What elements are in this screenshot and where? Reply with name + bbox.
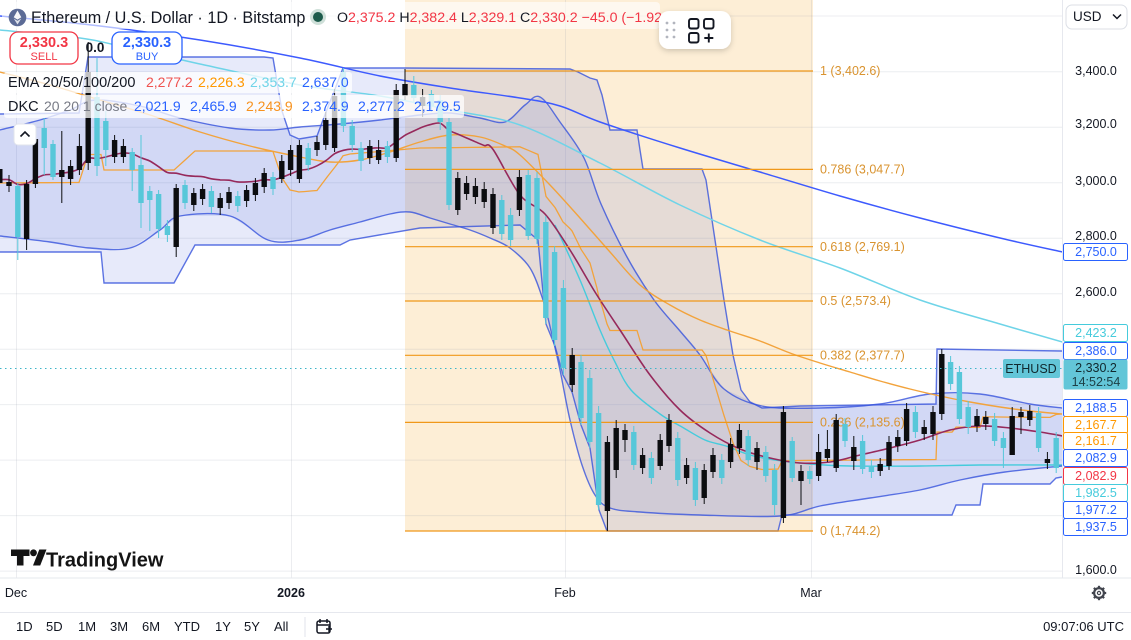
svg-text:2,226.3: 2,226.3 <box>198 74 245 90</box>
svg-text:2,330.3: 2,330.3 <box>123 35 171 51</box>
svg-text:2,423.2: 2,423.2 <box>1075 326 1117 340</box>
svg-text:Mar: Mar <box>800 586 822 600</box>
svg-text:1,937.5: 1,937.5 <box>1075 520 1117 534</box>
svg-text:Dec: Dec <box>5 586 27 600</box>
svg-text:2,277.2: 2,277.2 <box>146 74 193 90</box>
svg-text:0.5 (2,573.4): 0.5 (2,573.4) <box>820 294 891 308</box>
svg-text:2,277.2: 2,277.2 <box>358 98 405 114</box>
svg-text:2026: 2026 <box>277 586 305 600</box>
svg-text:3,000.0: 3,000.0 <box>1075 174 1117 188</box>
svg-text:2,082.9: 2,082.9 <box>1075 469 1117 483</box>
svg-text:2,161.7: 2,161.7 <box>1075 434 1117 448</box>
svg-text:0.786 (3,047.7): 0.786 (3,047.7) <box>820 163 905 177</box>
svg-text:0.382 (2,377.7): 0.382 (2,377.7) <box>820 349 905 363</box>
svg-text:2,386.0: 2,386.0 <box>1075 344 1117 358</box>
svg-text:5D: 5D <box>46 619 63 634</box>
svg-text:1,977.2: 1,977.2 <box>1075 503 1117 517</box>
svg-text:EMA 20/50/100/200: EMA 20/50/100/200 <box>8 75 135 91</box>
svg-text:0.236 (2,135.6): 0.236 (2,135.6) <box>820 416 905 430</box>
svg-text:2,465.9: 2,465.9 <box>190 98 237 114</box>
svg-text:5Y: 5Y <box>244 619 260 634</box>
svg-text:6M: 6M <box>142 619 160 634</box>
svg-text:3,200.0: 3,200.0 <box>1075 117 1117 131</box>
svg-text:2,800.0: 2,800.0 <box>1075 229 1117 243</box>
svg-text:1M: 1M <box>78 619 96 634</box>
svg-text:2,243.9: 2,243.9 <box>246 98 293 114</box>
svg-text:O2,375.2 H2,382.4 L2,329.1 C2,: O2,375.2 H2,382.4 L2,329.1 C2,330.2 −45.… <box>337 10 679 26</box>
svg-text:YTD: YTD <box>174 619 200 634</box>
svg-text:2,330.2: 2,330.2 <box>1075 361 1117 375</box>
svg-text:2,637.0: 2,637.0 <box>302 74 349 90</box>
svg-text:14:52:54: 14:52:54 <box>1072 375 1121 389</box>
svg-text:BUY: BUY <box>136 51 159 63</box>
svg-text:ETHUSD: ETHUSD <box>1005 362 1056 376</box>
svg-text:2,188.5: 2,188.5 <box>1075 401 1117 415</box>
svg-text:0.618 (2,769.1): 0.618 (2,769.1) <box>820 240 905 254</box>
svg-text:USD: USD <box>1073 9 1102 24</box>
svg-text:2,330.3: 2,330.3 <box>20 35 68 51</box>
svg-text:2,082.9: 2,082.9 <box>1075 451 1117 465</box>
svg-text:2,353.7: 2,353.7 <box>250 74 297 90</box>
svg-text:09:07:06 UTC: 09:07:06 UTC <box>1043 619 1124 634</box>
svg-text:Ethereum / U.S. Dollar · 1D ·: Ethereum / U.S. Dollar · 1D · Bitstamp <box>31 9 305 27</box>
svg-text:3,400.0: 3,400.0 <box>1075 64 1117 78</box>
svg-text:2,167.7: 2,167.7 <box>1075 418 1117 432</box>
svg-text:20 20 1 close: 20 20 1 close <box>44 98 127 114</box>
svg-text:0 (1,744.2): 0 (1,744.2) <box>820 524 880 538</box>
svg-text:2,750.0: 2,750.0 <box>1075 245 1117 259</box>
svg-text:0.0: 0.0 <box>86 40 105 55</box>
svg-text:2,600.0: 2,600.0 <box>1075 285 1117 299</box>
svg-text:1,600.0: 1,600.0 <box>1075 563 1117 577</box>
svg-text:DKC: DKC <box>8 99 39 115</box>
svg-text:2,179.5: 2,179.5 <box>414 98 461 114</box>
svg-text:All: All <box>274 619 289 634</box>
svg-text:1D: 1D <box>16 619 33 634</box>
svg-text:1 (3,402.6): 1 (3,402.6) <box>820 64 880 78</box>
svg-text:1,982.5: 1,982.5 <box>1075 486 1117 500</box>
svg-text:2,021.9: 2,021.9 <box>134 98 181 114</box>
svg-text:SELL: SELL <box>31 51 58 63</box>
svg-text:3M: 3M <box>110 619 128 634</box>
svg-text:2,374.9: 2,374.9 <box>302 98 349 114</box>
svg-text:1Y: 1Y <box>215 619 231 634</box>
svg-text:Feb: Feb <box>554 586 576 600</box>
svg-text:TradingView: TradingView <box>46 550 164 572</box>
